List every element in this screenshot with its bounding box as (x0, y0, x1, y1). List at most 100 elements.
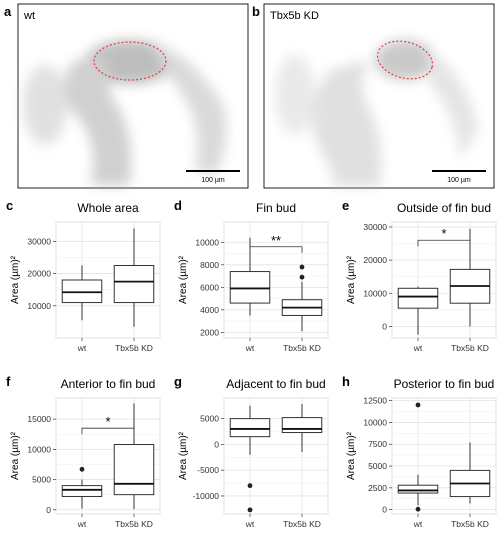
box-tbx5b-kd (449, 442, 491, 504)
chart-title: Posterior to fin bud (394, 377, 495, 391)
panel-letter-h: h (342, 374, 350, 389)
panel-letter-b: b (252, 4, 260, 19)
y-tick-label: 10000 (363, 417, 387, 427)
plot-area (223, 397, 329, 515)
significance-label: ** (271, 233, 281, 248)
scale-bar-label-wt: 100 µm (201, 177, 225, 184)
bracket-line (81, 427, 135, 435)
tissue-image-tbx5b-kd (275, 40, 478, 186)
box-wt (61, 466, 103, 509)
y-axis-label: Area (µm)² (178, 431, 189, 480)
outlier-point (415, 402, 421, 408)
micrograph-label-wt: wt (23, 10, 35, 22)
chart-title: Adjacent to fin bud (226, 377, 325, 391)
significance-bracket: ** (249, 233, 303, 253)
y-tick-label: 7500 (368, 439, 387, 449)
y-tick-label: 10000 (27, 301, 51, 311)
y-axis-label: Area (µm)² (178, 255, 189, 304)
significance-bracket: * (417, 226, 471, 247)
y-axis-label: Area (µm)² (346, 431, 357, 480)
box-iqr (61, 279, 103, 304)
y-tick-label: 0 (382, 505, 387, 515)
x-tick-label: wt (77, 519, 87, 529)
bracket-line (417, 239, 471, 247)
panel-letter-e: e (342, 198, 349, 213)
bracket-line (249, 246, 303, 253)
box-wt (229, 405, 271, 513)
tissue-image-wt (23, 40, 227, 185)
box-wt (397, 402, 439, 512)
y-tick-label: 10000 (363, 288, 387, 298)
x-tick-label: wt (245, 519, 255, 529)
chart-panel-c: c Whole area 10000 20000 30000 Area (µm)² wt Tb… (6, 198, 161, 353)
outlier-point (247, 483, 253, 489)
box-iqr (397, 484, 439, 494)
chart-panel-f: f Anterior to fin bud 0 5000 10000 15000 Area … (6, 374, 161, 529)
y-tick-label: 20000 (27, 269, 51, 279)
y-tick-label: -5000 (197, 465, 219, 475)
panel-letter-g: g (174, 374, 182, 389)
chart-panel-g: g Adjacent to fin bud -10000 -5000 0 5000 Area… (174, 374, 329, 529)
chart-title: Outside of fin bud (397, 201, 491, 215)
y-tick-label: -10000 (193, 491, 220, 501)
x-tick-label: wt (413, 343, 423, 353)
significance-bracket: * (81, 414, 135, 435)
fin-bud-outline-tbx5b-kd (376, 40, 434, 80)
x-tick-label: Tbx5b KD (451, 519, 489, 529)
chart-panel-h: h Posterior to fin bud 0 2500 5000 7500 10000 1… (342, 374, 497, 529)
box-iqr (229, 271, 271, 304)
y-tick-label: 0 (214, 439, 219, 449)
y-tick-label: 0 (382, 321, 387, 331)
y-tick-label: 6000 (200, 282, 219, 292)
y-tick-label: 15000 (27, 414, 51, 424)
y-tick-label: 5000 (368, 461, 387, 471)
box-iqr (229, 418, 271, 438)
x-tick-label: Tbx5b KD (283, 519, 321, 529)
y-tick-label: 4000 (200, 305, 219, 315)
box-wt (397, 286, 439, 335)
box-iqr (397, 287, 439, 309)
chart-title: Whole area (77, 201, 139, 215)
box-tbx5b-kd (113, 403, 155, 510)
y-tick-label: 12500 (363, 396, 387, 406)
box-iqr (113, 444, 155, 496)
outlier-point (415, 506, 421, 512)
x-tick-label: Tbx5b KD (115, 519, 153, 529)
x-tick-label: wt (245, 343, 255, 353)
outlier-point (299, 264, 305, 270)
outlier-point (247, 507, 253, 513)
chart-title: Anterior to fin bud (61, 377, 156, 391)
box-wt (229, 237, 271, 316)
y-axis-label: Area (µm)² (346, 255, 357, 304)
y-tick-label: 8000 (200, 260, 219, 270)
box-iqr (281, 417, 323, 434)
y-tick-label: 5000 (200, 414, 219, 424)
chart-panel-e: e Outside of fin bud 0 10000 20000 30000 Area … (342, 198, 497, 353)
outlier-point (299, 274, 305, 280)
y-tick-label: 10000 (27, 444, 51, 454)
significance-label: * (105, 414, 110, 429)
y-tick-label: 20000 (363, 255, 387, 265)
x-tick-label: Tbx5b KD (115, 343, 153, 353)
micrograph-panel-tbx5b-kd: b Tbx5b KD 100 µm (252, 3, 495, 189)
micrograph-panel-wt: a wt 100 µm (4, 3, 249, 189)
significance-label: * (441, 226, 446, 241)
x-tick-label: Tbx5b KD (451, 343, 489, 353)
y-tick-label: 0 (46, 505, 51, 515)
box-iqr (61, 485, 103, 497)
y-tick-label: 5000 (32, 475, 51, 485)
box-tbx5b-kd (281, 264, 323, 332)
box-tbx5b-kd (281, 404, 323, 453)
chart-title: Fin bud (256, 201, 296, 215)
scale-bar-label-tbx5b-kd: 100 µm (447, 177, 471, 184)
x-tick-label: wt (77, 343, 87, 353)
outlier-point (79, 466, 85, 472)
box-wt (61, 265, 103, 321)
y-tick-label: 30000 (27, 236, 51, 246)
micrograph-label-tbx5b-kd: Tbx5b KD (270, 10, 319, 22)
y-axis-label: Area (µm)² (10, 255, 21, 304)
y-tick-label: 2500 (368, 483, 387, 493)
chart-panel-d: d Fin bud 2000 4000 6000 8000 10000 Area (µm)² w… (174, 198, 329, 353)
